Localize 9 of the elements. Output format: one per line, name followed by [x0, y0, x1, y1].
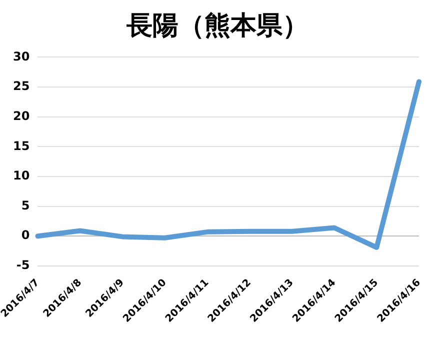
y-tick-label: 5 [21, 198, 30, 212]
y-tick-label: 0 [21, 228, 30, 242]
y-tick-label: 25 [12, 79, 30, 94]
chart-title: 長陽（熊本県） [126, 10, 310, 42]
y-tick-label: 20 [12, 108, 30, 123]
y-tick-label: -5 [16, 258, 30, 272]
y-tick-label: 30 [12, 49, 30, 64]
y-tick-label: 15 [12, 138, 30, 153]
y-tick-label: 10 [12, 168, 30, 183]
